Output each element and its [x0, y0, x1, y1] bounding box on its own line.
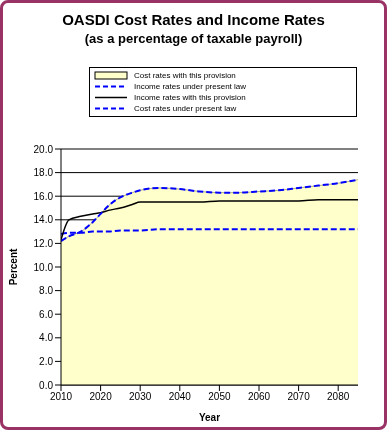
- html-text:Income rates under present law: Income rates under present law: [134, 82, 247, 91]
- html-text:(as a percentage of taxable pa: (as a percentage of taxable payroll): [84, 31, 303, 46]
- svg-text:14.0: 14.0: [34, 214, 54, 225]
- svg-text:2050: 2050: [208, 391, 231, 402]
- html-text:Cost rates under present law: Cost rates under present law: [134, 104, 237, 113]
- svg-text:10.0: 10.0: [34, 262, 54, 273]
- html-text:Cost rates with this provision: Cost rates with this provision: [134, 71, 236, 80]
- svg-text:2020: 2020: [89, 391, 112, 402]
- svg-text:2030: 2030: [129, 391, 152, 402]
- svg-text:12.0: 12.0: [34, 238, 54, 249]
- svg-text:0.0: 0.0: [39, 380, 53, 391]
- svg-text:6.0: 6.0: [39, 309, 53, 320]
- svg-text:20.0: 20.0: [34, 144, 54, 155]
- svg-text:2060: 2060: [248, 391, 271, 402]
- html-text:Income rates with this provisi: Income rates with this provision: [134, 93, 246, 102]
- svg-text:8.0: 8.0: [39, 285, 53, 296]
- svg-text:16.0: 16.0: [34, 191, 54, 202]
- svg-text:2070: 2070: [287, 391, 310, 402]
- svg-text:18.0: 18.0: [34, 167, 54, 178]
- svg-text:2.0: 2.0: [39, 356, 53, 367]
- html-text:OASDI Cost Rates and Income Ra: OASDI Cost Rates and Income Rates: [62, 11, 325, 28]
- svg-text:2040: 2040: [169, 391, 192, 402]
- svg-text:4.0: 4.0: [39, 332, 53, 343]
- svg-text:2010: 2010: [50, 391, 73, 402]
- svg-text:Year: Year: [199, 412, 220, 423]
- svg-text:Percent: Percent: [8, 248, 19, 285]
- svg-text:2080: 2080: [327, 391, 350, 402]
